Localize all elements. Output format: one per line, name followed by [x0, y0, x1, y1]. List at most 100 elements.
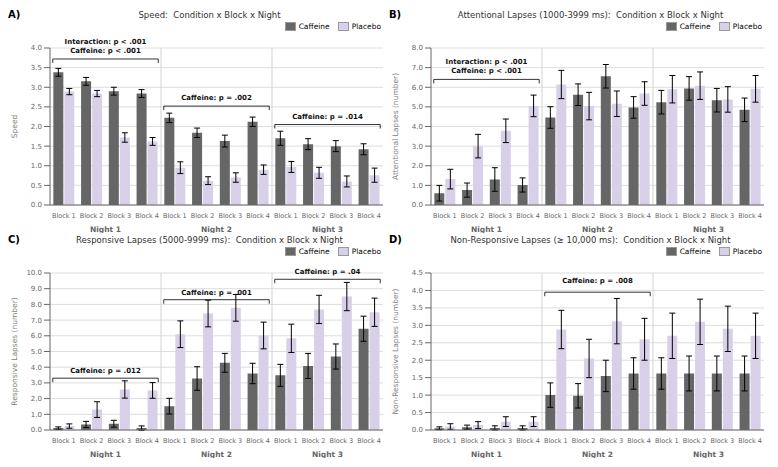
- svg-text:Block 4: Block 4: [246, 212, 270, 220]
- svg-text:Block 4: Block 4: [516, 437, 540, 445]
- svg-text:Block 1: Block 1: [274, 212, 298, 220]
- svg-text:3.5: 3.5: [31, 64, 42, 72]
- svg-text:3.0: 3.0: [412, 143, 423, 151]
- svg-text:Night 1: Night 1: [471, 225, 502, 233]
- svg-text:Night 1: Night 1: [90, 450, 121, 458]
- svg-text:Block 3: Block 3: [710, 437, 734, 445]
- svg-text:Block 2: Block 2: [191, 212, 215, 220]
- svg-text:Night 1: Night 1: [90, 225, 121, 233]
- svg-text:0.0: 0.0: [31, 201, 42, 209]
- svg-text:Interaction: p < .001Caffeine:: Interaction: p < .001Caffeine: p < .001: [65, 38, 147, 55]
- svg-text:Block 1: Block 1: [52, 212, 76, 220]
- svg-text:Block 2: Block 2: [683, 437, 707, 445]
- svg-text:Block 4: Block 4: [627, 437, 651, 445]
- svg-text:Night 3: Night 3: [312, 225, 343, 233]
- svg-text:Block 1: Block 1: [655, 212, 679, 220]
- svg-text:Block 2: Block 2: [461, 212, 485, 220]
- svg-text:2.0: 2.0: [412, 357, 423, 365]
- svg-text:Caffeine: p = .002: Caffeine: p = .002: [181, 94, 252, 102]
- svg-text:Night 3: Night 3: [312, 450, 343, 458]
- svg-text:Block 3: Block 3: [488, 437, 512, 445]
- svg-text:Block 3: Block 3: [329, 437, 353, 445]
- svg-text:1.0: 1.0: [31, 162, 42, 170]
- svg-text:Block 2: Block 2: [572, 437, 596, 445]
- svg-text:5.0: 5.0: [412, 103, 423, 111]
- svg-text:Block 1: Block 1: [544, 437, 568, 445]
- svg-text:5.0: 5.0: [31, 348, 42, 356]
- svg-text:4.0: 4.0: [31, 44, 42, 52]
- svg-text:4.5: 4.5: [412, 269, 423, 277]
- svg-text:Block 1: Block 1: [163, 212, 187, 220]
- svg-text:1.5: 1.5: [31, 143, 42, 151]
- svg-text:Block 4: Block 4: [357, 437, 381, 445]
- svg-text:Block 2: Block 2: [461, 437, 485, 445]
- svg-text:Block 2: Block 2: [302, 437, 326, 445]
- svg-text:Block 4: Block 4: [738, 437, 762, 445]
- svg-text:Night 1: Night 1: [471, 450, 502, 458]
- svg-text:Block 2: Block 2: [80, 437, 104, 445]
- svg-text:2.0: 2.0: [412, 162, 423, 170]
- svg-text:Block 3: Block 3: [107, 437, 131, 445]
- svg-text:9.0: 9.0: [31, 285, 42, 293]
- svg-text:Block 2: Block 2: [572, 212, 596, 220]
- svg-text:Night 2: Night 2: [201, 450, 232, 458]
- svg-text:1.5: 1.5: [412, 374, 423, 382]
- svg-text:7.0: 7.0: [31, 317, 42, 325]
- svg-text:Block 3: Block 3: [218, 212, 242, 220]
- svg-text:Caffeine: p = .008: Caffeine: p = .008: [562, 277, 633, 285]
- svg-text:6.0: 6.0: [412, 84, 423, 92]
- svg-text:2.5: 2.5: [31, 103, 42, 111]
- svg-text:Caffeine: p = .04: Caffeine: p = .04: [295, 268, 361, 276]
- svg-text:Night 2: Night 2: [582, 225, 613, 233]
- svg-text:Caffeine: p = .012: Caffeine: p = .012: [70, 367, 141, 375]
- svg-text:Block 4: Block 4: [627, 212, 651, 220]
- svg-text:Caffeine: p = .014: Caffeine: p = .014: [292, 113, 363, 121]
- svg-text:0.5: 0.5: [412, 409, 423, 417]
- svg-text:10.0: 10.0: [26, 269, 42, 277]
- svg-text:Responsive Lapses (number): Responsive Lapses (number): [10, 297, 19, 405]
- svg-text:Block 4: Block 4: [246, 437, 270, 445]
- svg-text:Block 1: Block 1: [544, 212, 568, 220]
- svg-text:Non-Responsive Lapses (number): Non-Responsive Lapses (number): [391, 288, 400, 414]
- svg-text:4.0: 4.0: [412, 123, 423, 131]
- svg-text:Block 2: Block 2: [683, 212, 707, 220]
- svg-text:3.0: 3.0: [31, 84, 42, 92]
- svg-text:Block 1: Block 1: [274, 437, 298, 445]
- svg-text:Night 2: Night 2: [201, 225, 232, 233]
- svg-text:Block 4: Block 4: [135, 437, 159, 445]
- svg-text:Block 2: Block 2: [302, 212, 326, 220]
- svg-text:Block 2: Block 2: [191, 437, 215, 445]
- svg-text:7.0: 7.0: [412, 64, 423, 72]
- svg-text:Attentional Lapses (number): Attentional Lapses (number): [391, 73, 400, 180]
- svg-text:Block 4: Block 4: [738, 212, 762, 220]
- svg-text:Block 3: Block 3: [218, 437, 242, 445]
- svg-text:8.0: 8.0: [412, 44, 423, 52]
- svg-text:Block 4: Block 4: [357, 212, 381, 220]
- svg-text:Block 3: Block 3: [329, 212, 353, 220]
- svg-text:Block 3: Block 3: [107, 212, 131, 220]
- svg-text:Block 3: Block 3: [599, 212, 623, 220]
- svg-text:4.0: 4.0: [31, 364, 42, 372]
- svg-text:Caffeine: p = .001: Caffeine: p = .001: [181, 289, 252, 297]
- svg-text:3.5: 3.5: [412, 304, 423, 312]
- svg-text:Block 1: Block 1: [433, 212, 457, 220]
- svg-text:2.0: 2.0: [31, 123, 42, 131]
- svg-text:0.5: 0.5: [31, 182, 42, 190]
- svg-text:3.0: 3.0: [412, 322, 423, 330]
- svg-text:1.0: 1.0: [31, 411, 42, 419]
- svg-text:Block 4: Block 4: [516, 212, 540, 220]
- svg-text:1.0: 1.0: [412, 392, 423, 400]
- svg-text:Speed: Speed: [10, 115, 19, 139]
- svg-text:4.0: 4.0: [412, 287, 423, 295]
- svg-text:Interaction: p < .001Caffeine:: Interaction: p < .001Caffeine: p < .001: [446, 58, 528, 75]
- svg-text:Block 2: Block 2: [80, 212, 104, 220]
- svg-text:1.0: 1.0: [412, 182, 423, 190]
- svg-text:Block 1: Block 1: [433, 437, 457, 445]
- svg-text:Block 3: Block 3: [599, 437, 623, 445]
- svg-text:Block 1: Block 1: [655, 437, 679, 445]
- svg-text:Night 2: Night 2: [582, 450, 613, 458]
- svg-text:2.5: 2.5: [412, 339, 423, 347]
- svg-text:0.0: 0.0: [412, 201, 423, 209]
- svg-text:Block 1: Block 1: [163, 437, 187, 445]
- svg-text:Night 3: Night 3: [693, 225, 724, 233]
